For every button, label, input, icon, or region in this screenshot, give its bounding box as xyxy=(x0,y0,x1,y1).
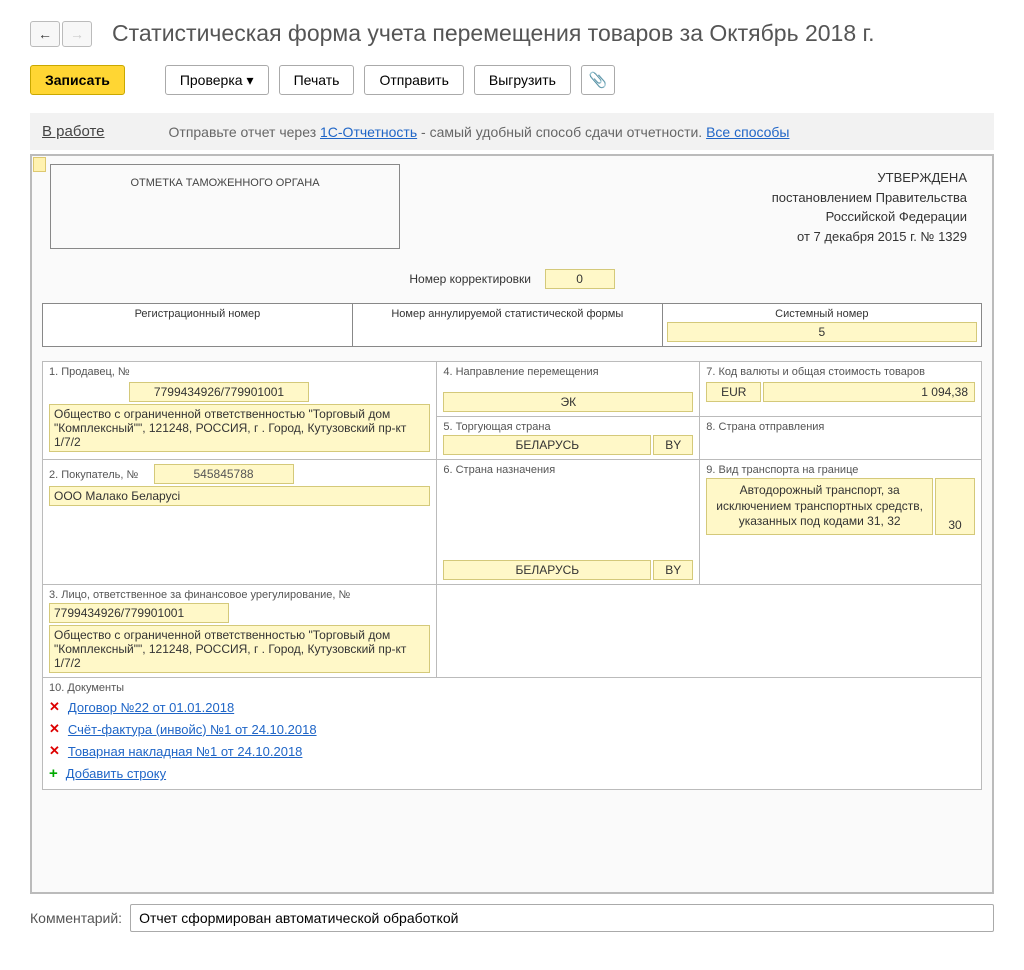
document-link[interactable]: Договор №22 от 01.01.2018 xyxy=(68,700,234,715)
form-tag xyxy=(33,157,46,172)
paperclip-icon: 📎 xyxy=(589,71,608,89)
buyer-number-field[interactable]: 545845788 xyxy=(154,464,294,484)
document-link[interactable]: Товарная накладная №1 от 24.10.2018 xyxy=(68,744,303,759)
departure-country-label: 8. Страна отправления xyxy=(706,421,975,433)
export-button[interactable]: Выгрузить xyxy=(474,65,571,95)
check-button[interactable]: Проверка ▾ xyxy=(165,65,269,95)
nav-back-button[interactable]: ← xyxy=(30,21,60,47)
system-number-field[interactable]: 5 xyxy=(667,322,977,342)
transport-code-field[interactable]: 30 xyxy=(935,478,975,535)
seller-label: 1. Продавец, № xyxy=(49,366,430,378)
transport-text-field[interactable]: Автодорожный транспорт, за исключением т… xyxy=(706,478,933,535)
currency-label: 7. Код валюты и общая стоимость товаров xyxy=(706,366,975,378)
add-row-link[interactable]: Добавить строку xyxy=(66,766,166,781)
correction-field[interactable]: 0 xyxy=(545,269,615,289)
info-text: Отправьте отчет через 1С-Отчетность - са… xyxy=(169,124,790,140)
all-methods-link[interactable]: Все способы xyxy=(706,124,789,140)
destination-country-name-field[interactable]: БЕЛАРУСЬ xyxy=(443,560,651,580)
trading-country-code-field[interactable]: BY xyxy=(653,435,693,455)
buyer-label: 2. Покупатель, № 545845788 xyxy=(49,464,430,484)
correction-label: Номер корректировки xyxy=(409,272,531,286)
comment-input[interactable] xyxy=(130,904,994,932)
destination-country-label: 6. Страна назначения xyxy=(443,464,693,476)
delete-row-icon[interactable]: ✕ xyxy=(49,743,60,759)
transport-label: 9. Вид транспорта на границе xyxy=(706,464,975,476)
dropdown-icon: ▾ xyxy=(247,72,254,89)
document-link[interactable]: Счёт-фактура (инвойс) №1 от 24.10.2018 xyxy=(68,722,317,737)
attachment-button[interactable]: 📎 xyxy=(581,65,615,95)
trading-country-name-field[interactable]: БЕЛАРУСЬ xyxy=(443,435,651,455)
reg-number-header: Регистрационный номер xyxy=(43,304,353,347)
seller-number-field[interactable]: 7799434926/779901001 xyxy=(129,382,309,402)
buyer-text-field[interactable]: ООО Малако Беларусі xyxy=(49,486,430,506)
save-button[interactable]: Записать xyxy=(30,65,125,95)
direction-label: 4. Направление перемещения xyxy=(443,366,693,378)
document-row: ✕ Счёт-фактура (инвойс) №1 от 24.10.2018 xyxy=(49,718,975,740)
arrow-left-icon: ← xyxy=(38,26,52,42)
approved-block: УТВЕРЖДЕНА постановлением Правительства … xyxy=(772,164,982,249)
currency-amount-field[interactable]: 1 094,38 xyxy=(763,382,975,402)
nav-forward-button[interactable]: → xyxy=(62,21,92,47)
system-number-header: Системный номер 5 xyxy=(662,304,981,347)
add-row-icon[interactable]: + xyxy=(49,765,58,782)
currency-code-field[interactable]: EUR xyxy=(706,382,761,402)
customs-mark-box: ОТМЕТКА ТАМОЖЕННОГО ОРГАНА xyxy=(50,164,400,249)
form-area: ОТМЕТКА ТАМОЖЕННОГО ОРГАНА УТВЕРЖДЕНА по… xyxy=(30,154,994,894)
documents-label: 10. Документы xyxy=(49,682,975,694)
cancelled-form-header: Номер аннулируемой статистической формы xyxy=(352,304,662,347)
check-label: Проверка xyxy=(180,72,243,88)
print-button[interactable]: Печать xyxy=(279,65,355,95)
comment-label: Комментарий: xyxy=(30,910,122,926)
status-link[interactable]: В работе xyxy=(42,123,105,140)
add-row: + Добавить строку xyxy=(49,762,975,785)
responsible-text-field[interactable]: Общество с ограниченной ответственностью… xyxy=(49,625,430,673)
send-button[interactable]: Отправить xyxy=(364,65,463,95)
document-row: ✕ Договор №22 от 01.01.2018 xyxy=(49,696,975,718)
trading-country-label: 5. Торгующая страна xyxy=(443,421,693,433)
arrow-right-icon: → xyxy=(70,26,84,42)
reporting-link[interactable]: 1С-Отчетность xyxy=(320,124,417,140)
page-title: Статистическая форма учета перемещения т… xyxy=(112,20,874,47)
delete-row-icon[interactable]: ✕ xyxy=(49,699,60,715)
destination-country-code-field[interactable]: BY xyxy=(653,560,693,580)
responsible-number-field[interactable]: 7799434926/779901001 xyxy=(49,603,229,623)
seller-text-field[interactable]: Общество с ограниченной ответственностью… xyxy=(49,404,430,452)
delete-row-icon[interactable]: ✕ xyxy=(49,721,60,737)
direction-field[interactable]: ЭК xyxy=(443,392,693,412)
document-row: ✕ Товарная накладная №1 от 24.10.2018 xyxy=(49,740,975,762)
responsible-label: 3. Лицо, ответственное за финансовое уре… xyxy=(49,589,430,601)
